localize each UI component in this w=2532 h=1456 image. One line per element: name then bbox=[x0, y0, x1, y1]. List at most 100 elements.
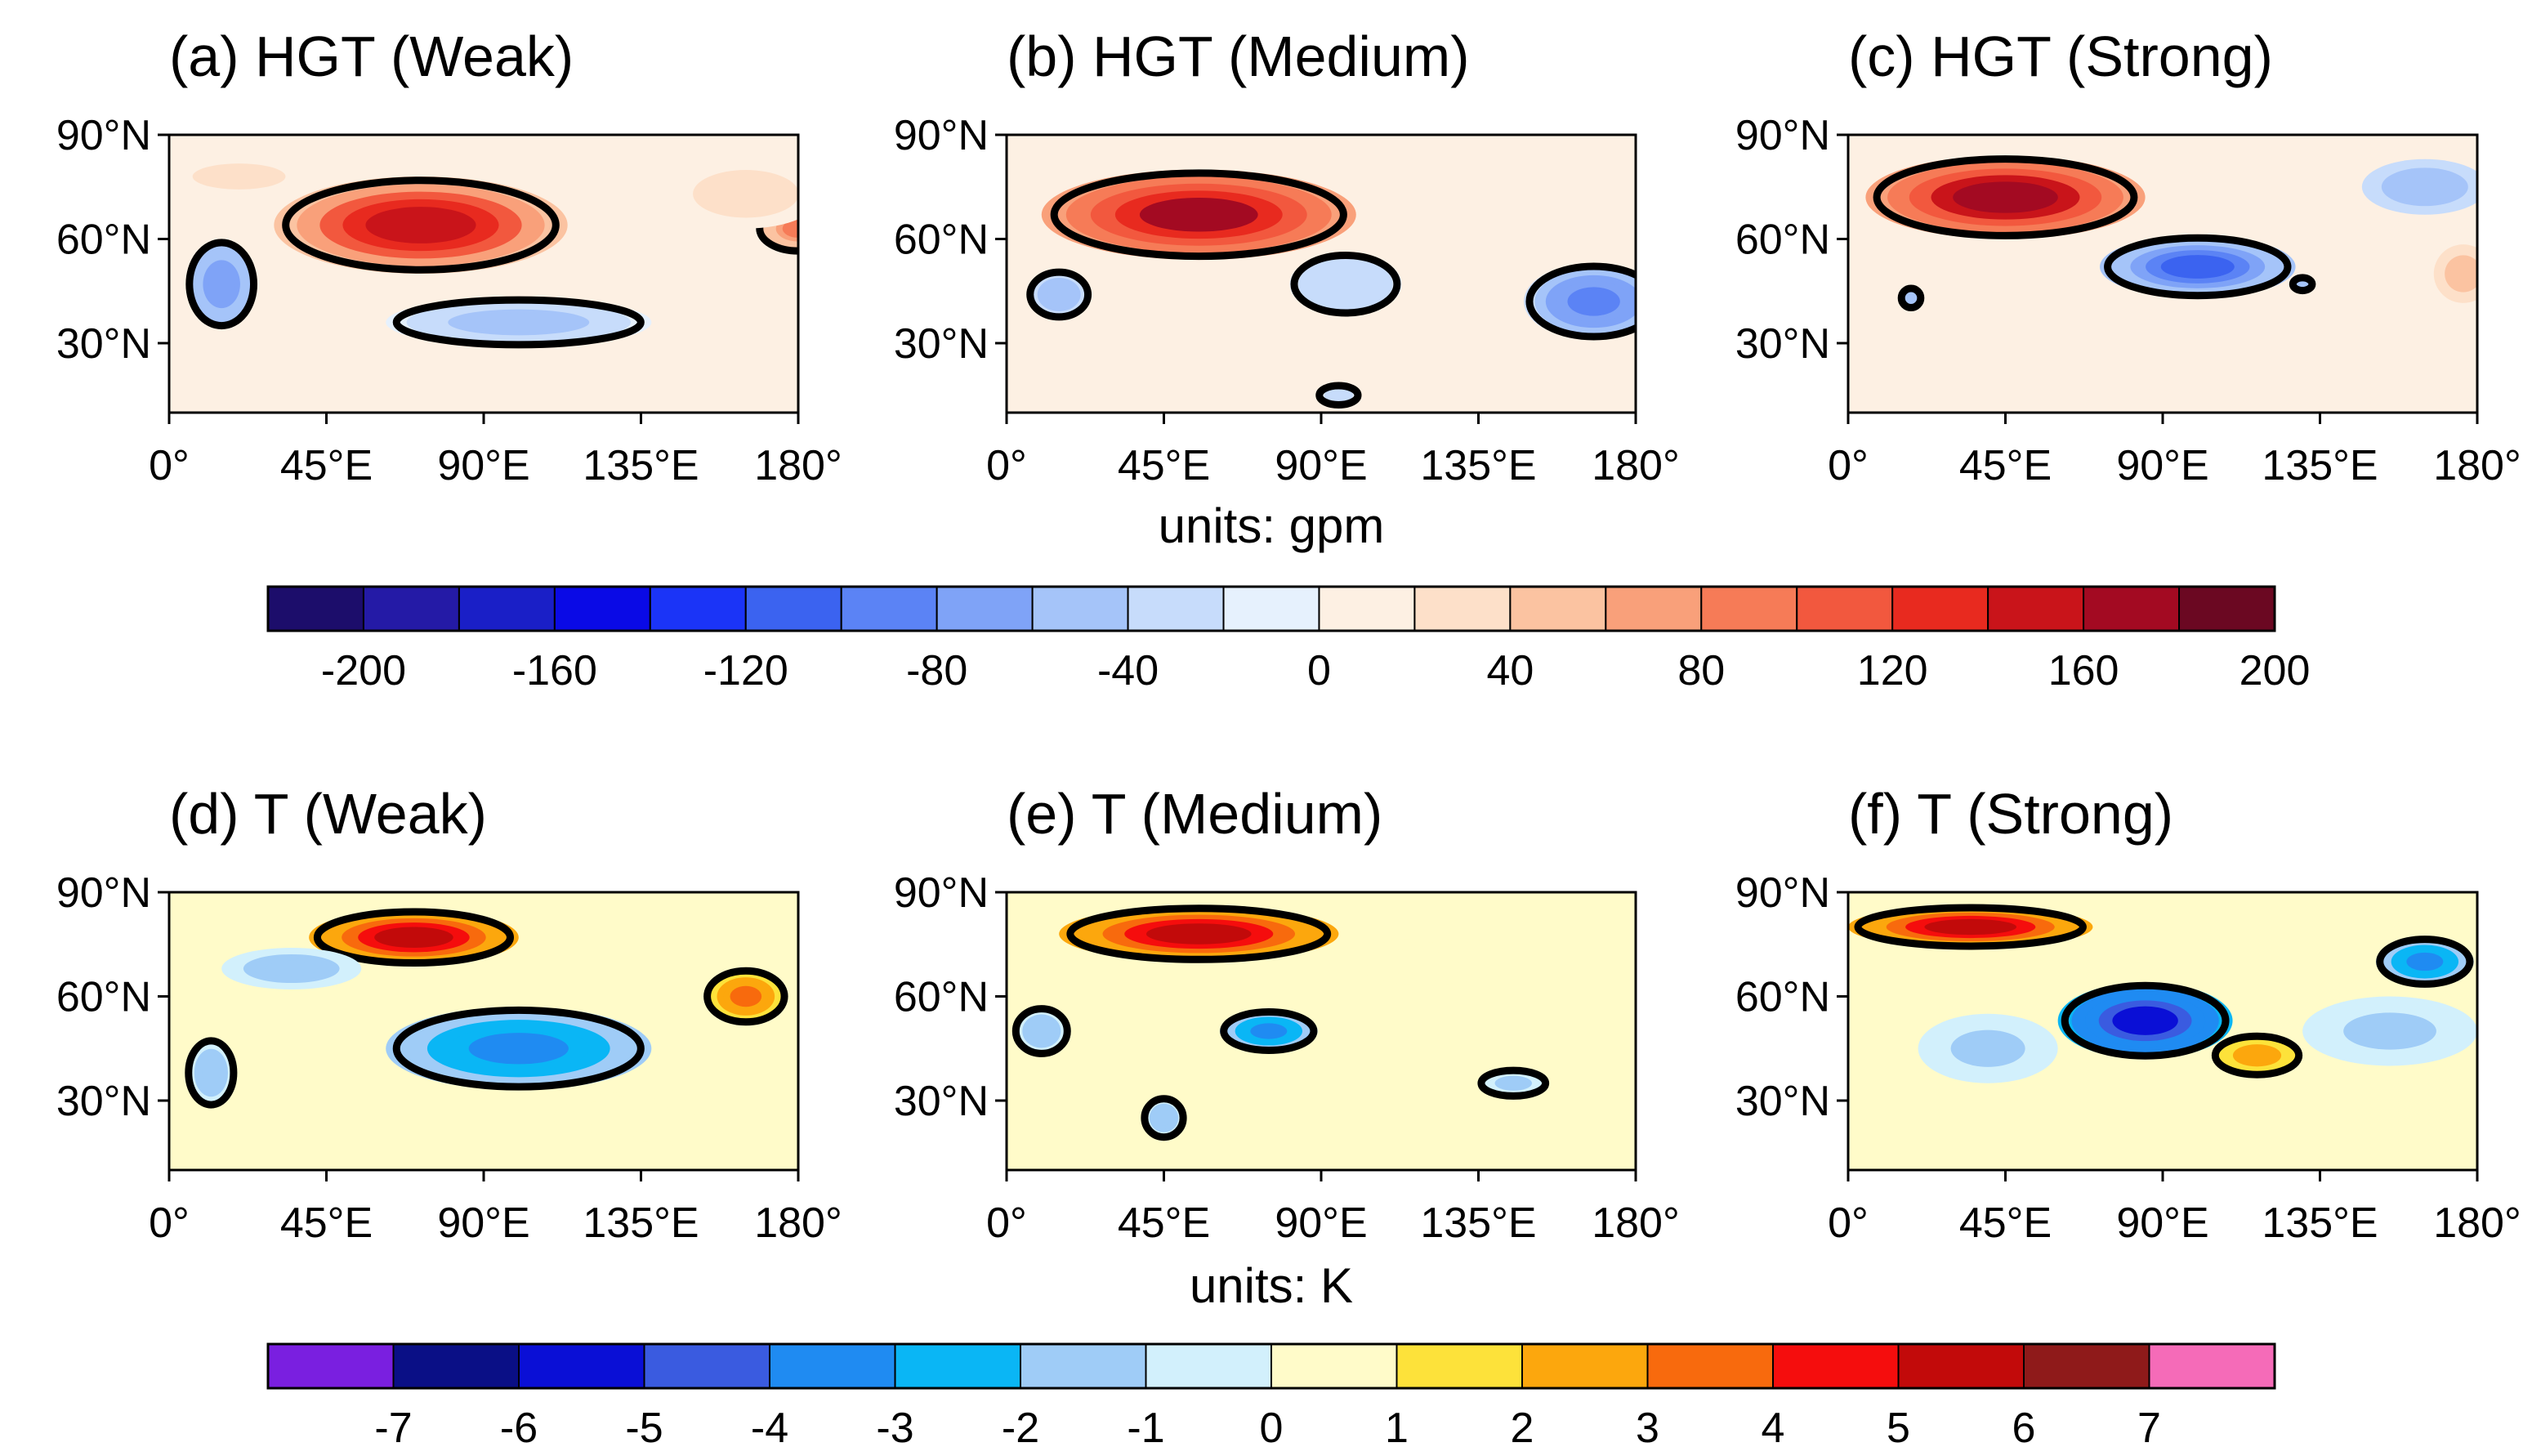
colorbar-label: 120 bbox=[1857, 647, 1928, 695]
x-tick-label: 180° bbox=[754, 1199, 842, 1247]
panel-title: (f) T (Strong) bbox=[1848, 782, 2173, 846]
anomaly-shading bbox=[618, 1107, 699, 1129]
significance-contour bbox=[1315, 382, 1362, 409]
colorbar-label: -4 bbox=[751, 1405, 788, 1452]
x-tick-label: 180° bbox=[1592, 442, 1680, 489]
anomaly-shading bbox=[1393, 951, 1459, 972]
colorbar-units: units: K bbox=[1190, 1258, 1353, 1313]
colorbar-swatch bbox=[894, 1343, 1021, 1389]
anomaly-shading bbox=[1924, 918, 2017, 936]
x-tick-label: 0° bbox=[149, 1199, 190, 1247]
significance-contour bbox=[1050, 169, 1347, 261]
significance-contour bbox=[2104, 234, 2292, 300]
colorbar-swatch bbox=[1318, 586, 1416, 632]
significance-contour bbox=[2376, 936, 2474, 988]
colorbar-swatch bbox=[1222, 586, 1320, 632]
significance-contour bbox=[703, 967, 788, 1026]
colorbar-swatch bbox=[649, 586, 747, 632]
colorbar-swatch bbox=[267, 586, 364, 632]
y-tick-label: 90°N bbox=[56, 112, 151, 159]
anomaly-shading bbox=[468, 1033, 569, 1065]
colorbar-swatch bbox=[1700, 586, 1798, 632]
x-tick-label: 0° bbox=[986, 1199, 1027, 1247]
panel-title: (e) T (Medium) bbox=[1007, 782, 1382, 846]
panel-title: (a) HGT (Weak) bbox=[169, 25, 574, 88]
x-tick-label: 0° bbox=[1828, 442, 1869, 489]
panel-f-field bbox=[1848, 892, 2477, 1170]
colorbar-swatch bbox=[1270, 1343, 1398, 1389]
anomaly-shading bbox=[730, 985, 762, 1007]
significance-contour bbox=[1141, 1095, 1187, 1141]
colorbar-swatch bbox=[1772, 1343, 1900, 1389]
anomaly-shading bbox=[1250, 1023, 1288, 1039]
colorbar-label: 160 bbox=[2048, 647, 2119, 695]
panel-e-field bbox=[1007, 892, 1636, 1170]
colorbar-swatch bbox=[936, 586, 1034, 632]
anomaly-shading bbox=[2298, 281, 2306, 287]
significance-contour bbox=[392, 1006, 645, 1091]
colorbar-label: 6 bbox=[2012, 1405, 2036, 1452]
anomaly-shading bbox=[2406, 952, 2444, 971]
anomaly-shading bbox=[1324, 272, 1367, 297]
colorbar-swatch bbox=[1413, 586, 1512, 632]
colorbar-swatch bbox=[1145, 1343, 1272, 1389]
panel-d: 0° 45°E 90°E 135°E 180° 30°N 60°N 90°N (d) T (We… bbox=[56, 782, 842, 1247]
colorbar-label: 2 bbox=[1511, 1405, 1534, 1452]
significance-contour bbox=[1873, 155, 2138, 239]
anomaly-shading bbox=[782, 219, 798, 238]
anomaly-shading bbox=[1155, 1110, 1172, 1126]
x-tick-label: 45°E bbox=[1959, 1199, 2052, 1247]
y-tick-label: 30°N bbox=[56, 320, 151, 368]
colorbar-swatch bbox=[458, 586, 556, 632]
significance-contour bbox=[1854, 904, 2087, 950]
x-tick-label: 0° bbox=[986, 442, 1027, 489]
colorbar-label: 200 bbox=[2240, 647, 2311, 695]
colorbar-label: 1 bbox=[1385, 1405, 1409, 1452]
significance-contour bbox=[1011, 1005, 1071, 1057]
panel-e: 0° 45°E 90°E 135°E 180° 30°N 60°N 90°N (e) T (Me… bbox=[894, 782, 1680, 1247]
anomaly-shading bbox=[374, 927, 453, 949]
y-tick-label: 90°N bbox=[56, 869, 151, 917]
x-tick-label: 45°E bbox=[280, 1199, 373, 1247]
y-tick-label: 30°N bbox=[56, 1078, 151, 1125]
y-tick-label: 90°N bbox=[1735, 869, 1830, 917]
colorbar-swatch bbox=[2083, 586, 2181, 632]
x-tick-label: 135°E bbox=[583, 1199, 699, 1247]
colorbar-label: 3 bbox=[1636, 1405, 1659, 1452]
colorbar-swatch bbox=[744, 586, 842, 632]
y-tick-label: 90°N bbox=[894, 869, 989, 917]
anomaly-shading bbox=[2449, 261, 2476, 287]
colorbar-swatch bbox=[1127, 586, 1225, 632]
significance-contour bbox=[2289, 274, 2316, 295]
y-tick-label: 60°N bbox=[1735, 974, 1830, 1021]
significance-contour bbox=[1026, 268, 1092, 321]
colorbar-swatch bbox=[518, 1343, 645, 1389]
y-tick-label: 90°N bbox=[894, 112, 989, 159]
colorbar-swatch bbox=[1897, 1343, 2025, 1389]
x-tick-label: 135°E bbox=[2262, 442, 2378, 489]
y-tick-label: 60°N bbox=[894, 217, 989, 264]
x-tick-label: 135°E bbox=[1420, 442, 1536, 489]
panel-f: 0° 45°E 90°E 135°E 180° 30°N 60°N 90°N (f) T (St… bbox=[1735, 782, 2521, 1247]
x-tick-label: 0° bbox=[1828, 1199, 1869, 1247]
significance-contour bbox=[1220, 1008, 1318, 1054]
significance-contour bbox=[1290, 252, 1401, 317]
x-tick-label: 135°E bbox=[583, 442, 699, 489]
colorbar-label: -5 bbox=[625, 1405, 663, 1452]
anomaly-shading bbox=[206, 167, 272, 186]
y-tick-label: 30°N bbox=[1735, 320, 1830, 368]
x-tick-label: 0° bbox=[149, 442, 190, 489]
anomaly-shading bbox=[2240, 1047, 2275, 1064]
y-tick-label: 60°N bbox=[1735, 217, 1830, 264]
colorbar-swatch bbox=[1891, 586, 1989, 632]
colorbar-label: -6 bbox=[500, 1405, 538, 1452]
x-tick-label: 135°E bbox=[1420, 1199, 1536, 1247]
panel-c: 0° 45°E 90°E 135°E 180° 30°N 60°N 90°N (c) HGT (… bbox=[1735, 25, 2521, 489]
colorbar-swatch bbox=[1509, 586, 1607, 632]
significance-contour bbox=[1066, 904, 1332, 963]
x-tick-label: 90°E bbox=[1275, 442, 1367, 489]
significance-contour bbox=[185, 1037, 238, 1109]
y-tick-label: 60°N bbox=[56, 974, 151, 1021]
colorbar-swatch bbox=[1031, 586, 1129, 632]
